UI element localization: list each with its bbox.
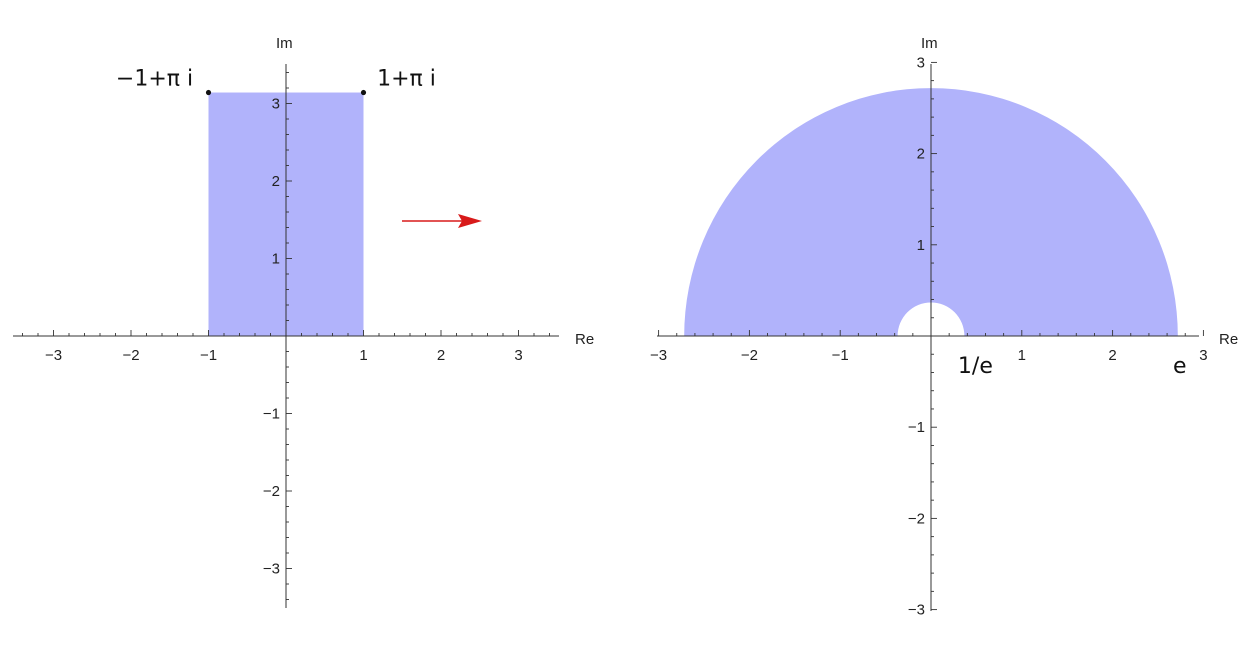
left-y-tick-label: 2	[272, 173, 280, 190]
right-y-tick-label: −2	[908, 510, 925, 527]
right-ticks: −3 −2 −1 1 2 3 −3 −2 −1 1 2 3	[650, 54, 1208, 618]
left-y-tick-label: 3	[272, 96, 280, 113]
right-y-tick-label: −3	[908, 602, 925, 619]
left-y-tick-label: −3	[263, 561, 280, 578]
corner-label-left: −1+π i	[116, 67, 193, 92]
left-y-tick-label: −1	[263, 406, 280, 423]
left-x-axis-label: Re	[575, 331, 594, 348]
left-axes	[13, 64, 559, 608]
right-y-tick-label: 2	[917, 146, 925, 163]
right-x-tick-label: −3	[650, 347, 667, 364]
corner-point-left	[205, 89, 212, 96]
left-y-tick-label: 1	[272, 251, 280, 268]
corner-point-right	[360, 89, 367, 96]
left-x-tick-label: 2	[437, 347, 445, 364]
left-ticks: −3 −2 −1 1 2 3 −3 −2 −1 1 2 3	[22, 72, 550, 600]
left-y-tick-label: −2	[263, 483, 280, 500]
left-x-tick-label: 3	[514, 347, 522, 364]
left-x-tick-label: 1	[359, 347, 367, 364]
left-y-axis-label: Im	[276, 35, 293, 52]
left-x-tick-label: −3	[45, 347, 62, 364]
right-y-tick-label: −1	[908, 419, 925, 436]
inner-radius-label: 1/e	[958, 354, 993, 379]
right-arrow-icon	[402, 214, 482, 228]
corner-label-right: 1+π i	[377, 67, 436, 92]
right-x-tick-label: 2	[1108, 347, 1116, 364]
right-y-axis-label: Im	[921, 35, 938, 52]
left-x-tick-label: −2	[122, 347, 139, 364]
left-x-tick-label: −1	[200, 347, 217, 364]
right-axes	[657, 64, 1199, 611]
right-x-tick-label: −2	[741, 347, 758, 364]
right-x-tick-label: 3	[1199, 347, 1207, 364]
left-plot: −3 −2 −1 1 2 3 −3 −2 −1 1 2 3 Re Im −1+π i 1+π i	[13, 35, 594, 608]
right-y-tick-label: 1	[917, 237, 925, 254]
outer-radius-label: e	[1173, 354, 1187, 379]
right-x-tick-label: −1	[832, 347, 849, 364]
right-y-tick-label: 3	[917, 54, 925, 71]
right-x-tick-label: 1	[1018, 347, 1026, 364]
right-plot: −3 −2 −1 1 2 3 −3 −2 −1 1 2 3 Re Im 1/e e	[650, 35, 1238, 619]
right-x-axis-label: Re	[1219, 331, 1238, 348]
